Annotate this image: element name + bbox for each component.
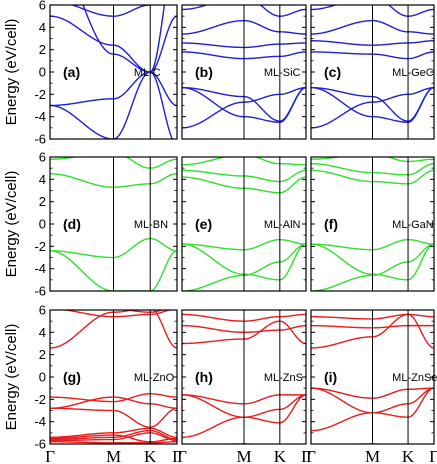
y-tick-label: 2 — [39, 347, 46, 362]
k-point-label: M — [365, 447, 380, 464]
y-tick-label: 6 — [39, 303, 46, 318]
k-point-label: K — [274, 447, 287, 464]
k-point-label: Γ — [306, 447, 316, 464]
y-tick-label: -2 — [34, 239, 46, 254]
panel-name: ML-ZnSe — [392, 372, 437, 384]
y-tick-label: 6 — [39, 150, 46, 165]
panel-name: ML-AlN — [264, 219, 301, 231]
panel-letter: (d) — [63, 216, 81, 232]
y-tick-label: -4 — [34, 414, 46, 429]
panel-letter: (f) — [324, 216, 338, 232]
panel-name: ML-GaN — [392, 219, 434, 231]
panel-ml-aln: (e) ML-AlN — [181, 156, 307, 292]
k-point-label: M — [236, 447, 251, 464]
y-tick-label: -6 — [34, 132, 46, 147]
band-line — [182, 157, 306, 166]
panel-name: ML-ZnS — [264, 372, 303, 384]
y-tick-label: 0 — [39, 217, 46, 232]
panel-name: ML-C — [134, 67, 161, 79]
y-tick-label: 4 — [39, 325, 46, 340]
y-axis-label: Energy (eV/cell) — [3, 19, 20, 126]
panel-ml-sic: (b) ML-SiC — [181, 4, 307, 140]
panel-ml-bn: (d) ML-BN — [49, 146, 178, 292]
band-line — [121, 310, 165, 313]
band-line — [50, 71, 177, 139]
band-line — [50, 146, 177, 152]
panel-name: ML-BN — [134, 219, 168, 231]
y-axis-label: Energy (eV/cell) — [3, 324, 20, 431]
band-line — [182, 308, 306, 309]
y-tick-label: -2 — [34, 87, 46, 102]
band-line — [311, 307, 434, 308]
k-point-label: K — [402, 447, 415, 464]
panel-ml-znse: (i) ML-ZnSe — [310, 307, 437, 445]
y-tick-label: 0 — [39, 65, 46, 80]
y-tick-label: -2 — [34, 392, 46, 407]
panel-letter: (h) — [195, 369, 213, 385]
panel-letter: (b) — [195, 64, 213, 80]
y-tick-label: 6 — [39, 0, 46, 13]
panel-letter: (c) — [324, 64, 341, 80]
k-point-label: K — [144, 447, 157, 464]
panel-ml-zno: (g) ML-ZnO — [49, 309, 178, 445]
y-tick-label: 2 — [39, 42, 46, 57]
band-line — [311, 157, 434, 163]
panel-name: ML-GeC — [392, 67, 434, 79]
y-tick-label: 2 — [39, 194, 46, 209]
y-tick-label: -6 — [34, 437, 46, 452]
k-point-label: M — [106, 447, 121, 464]
panel-ml-gec: (c) ML-GeC — [310, 4, 435, 140]
k-point-label: Γ — [177, 447, 187, 464]
panel-letter: (g) — [63, 369, 81, 385]
y-tick-label: -6 — [34, 284, 46, 299]
k-point-label: Γ — [429, 447, 437, 464]
y-tick-label: -4 — [34, 261, 46, 276]
band-line — [182, 5, 306, 17]
y-tick-label: 4 — [39, 172, 46, 187]
k-point-label: Γ — [172, 447, 182, 464]
band-line — [311, 5, 434, 17]
band-line — [50, 250, 177, 291]
y-tick-label: -4 — [34, 109, 46, 124]
k-point-label: Γ — [301, 447, 311, 464]
panel-letter: (e) — [195, 216, 212, 232]
panel-name: ML-ZnO — [134, 372, 175, 384]
k-point-label: Γ — [45, 447, 55, 464]
panel-ml-zns: (h) ML-ZnS — [181, 308, 307, 445]
panel-letter: (a) — [63, 64, 80, 80]
y-tick-label: 4 — [39, 20, 46, 35]
y-axis-label: Energy (eV/cell) — [3, 171, 20, 278]
panel-ml-c: (a) ML-C — [49, 4, 178, 140]
panel-ml-gan: (f) ML-GaN — [310, 156, 435, 292]
y-tick-label: 0 — [39, 370, 46, 385]
panel-letter: (i) — [324, 369, 337, 385]
panel-name: ML-SiC — [264, 67, 301, 79]
